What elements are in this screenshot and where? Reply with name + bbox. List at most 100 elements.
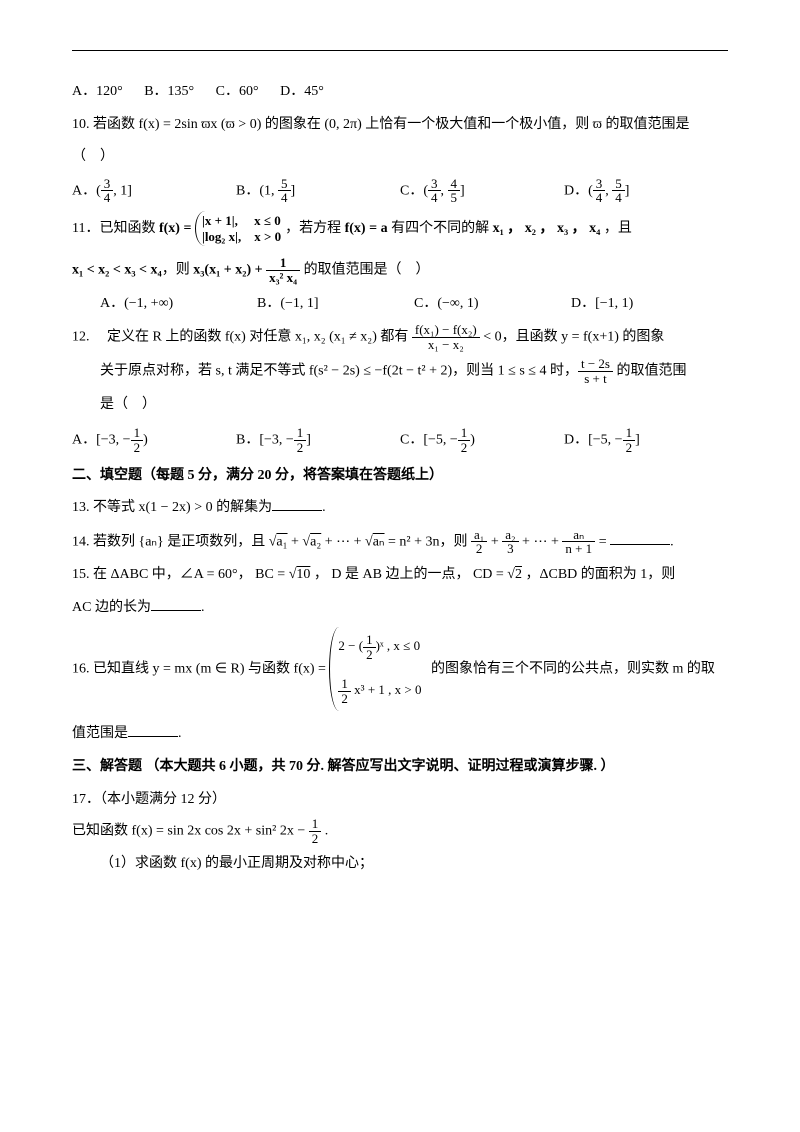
q10-optD: D．(34, 54] bbox=[564, 177, 728, 205]
d: x₃² x₄ bbox=[266, 270, 300, 285]
q9-options: A．120° B．135° C．60° D．45° bbox=[72, 79, 728, 106]
d: 4 bbox=[428, 190, 441, 205]
t: 关于原点对称，若 s, t 满足不等式 f(s² − 2s) ≤ −f(2t −… bbox=[100, 364, 578, 379]
q11-D: D．[−1, 1) bbox=[571, 291, 728, 318]
t: ，则 bbox=[440, 534, 472, 549]
frac: t − 2ss + t bbox=[578, 357, 613, 385]
d: 3 bbox=[502, 541, 518, 556]
q10-pre: 10. 若函数 bbox=[72, 117, 139, 132]
vars: x₁ ， x₂ ， x₃ ， x₄ bbox=[493, 221, 604, 236]
q17-head: 17．（本小题满分 12 分） bbox=[72, 787, 728, 814]
t: ] bbox=[460, 183, 465, 198]
t: . bbox=[201, 600, 205, 615]
n: 4 bbox=[448, 177, 461, 191]
p1: |x + 1|, x ≤ 0 bbox=[202, 213, 281, 228]
frac: f(x₁) − f(x₂)x₁ − x₂ bbox=[412, 323, 480, 351]
blank bbox=[151, 596, 201, 611]
q10-B-label: B． bbox=[236, 183, 259, 198]
q17-sub1: （1）求函数 f(x) 的最小正周期及对称中心； bbox=[72, 851, 728, 878]
q10-C-label: C． bbox=[400, 183, 423, 198]
q15-text: 15. 在 ΔABC 中，∠A = 60°， BC = √10 ， D 是 AB… bbox=[72, 567, 675, 582]
d: 4 bbox=[612, 190, 625, 205]
q9-opt-a: A．120° bbox=[72, 84, 123, 99]
f: 12 bbox=[623, 426, 636, 454]
sec3-text: 三、解答题 （本大题共 6 小题，共 70 分. 解答应写出文字说明、证明过程或… bbox=[72, 759, 615, 774]
t: (1, bbox=[259, 183, 278, 198]
frac: 1x₃² x₄ bbox=[266, 256, 300, 284]
q12-l2: 关于原点对称，若 s, t 满足不等式 f(s² − 2s) ≤ −f(2t −… bbox=[72, 357, 728, 385]
t: + ⋯ + bbox=[519, 534, 563, 549]
t: ，且 bbox=[604, 221, 632, 236]
t: , 1] bbox=[113, 183, 132, 198]
t: ] bbox=[291, 183, 296, 198]
d: s + t bbox=[578, 371, 613, 386]
t: x³ + 1 , x > 0 bbox=[351, 682, 422, 697]
n: 3 bbox=[593, 177, 606, 191]
q9-opt-b: B．135° bbox=[144, 84, 194, 99]
sec2-text: 二、填空题（每题 5 分，满分 20 分，将答案填在答题纸上） bbox=[72, 468, 443, 483]
f: aₙn + 1 bbox=[562, 528, 595, 556]
t: ] bbox=[635, 433, 640, 448]
q11: 11．已知函数 f(x) = |x + 1|, x ≤ 0|log₂ x|, x… bbox=[72, 211, 728, 246]
n: 1 bbox=[131, 426, 144, 440]
header-rule bbox=[72, 50, 728, 51]
f: a₁2 bbox=[471, 528, 487, 556]
q12-D: D．[−5, −12] bbox=[564, 426, 728, 454]
expr: x(1 − 2x) > 0 bbox=[139, 500, 213, 515]
q11-B: B．(−1, 1] bbox=[257, 291, 414, 318]
t: [−5, − bbox=[423, 433, 457, 448]
piecewise: 2 − (12)ˣ , x ≤ 0 12 x³ + 1 , x > 0 bbox=[329, 627, 427, 711]
t: 13. 不等式 bbox=[72, 500, 139, 515]
q9-opt-d: D．45° bbox=[280, 84, 324, 99]
q10-post: 上恰有一个极大值和一个极小值，则 ϖ 的取值范围是 bbox=[362, 117, 690, 132]
section2-header: 二、填空题（每题 5 分，满分 20 分，将答案填在答题纸上） bbox=[72, 463, 728, 490]
q12-options: A．[−3, −12) B．[−3, −12] C．[−5, −12) D．[−… bbox=[72, 426, 728, 454]
n: a₂ bbox=[502, 528, 518, 542]
n: 3 bbox=[428, 177, 441, 191]
t: 11．已知函数 bbox=[72, 221, 159, 236]
q16-l2: 值范围是. bbox=[72, 721, 728, 748]
q10-optA: A．(34, 1] bbox=[72, 177, 236, 205]
t: 12. 定义在 R 上的函数 f(x) 对任意 x₁, x₂ (x₁ ≠ x₂)… bbox=[72, 329, 412, 344]
q11-A: A．(−1, +∞) bbox=[100, 291, 257, 318]
t: [−5, − bbox=[588, 433, 622, 448]
f: 12 bbox=[309, 817, 322, 845]
f: a₂3 bbox=[502, 528, 518, 556]
f: 12 bbox=[294, 426, 307, 454]
q12-C: C．[−5, −12) bbox=[400, 426, 564, 454]
q15-l1: 15. 在 ΔABC 中，∠A = 60°， BC = √10 ， D 是 AB… bbox=[72, 562, 728, 589]
q9-opt-c: C．60° bbox=[216, 84, 259, 99]
f: 12 bbox=[131, 426, 144, 454]
t: . bbox=[670, 534, 674, 549]
frac: 54 bbox=[278, 177, 291, 205]
blank bbox=[272, 496, 322, 511]
q13: 13. 不等式 x(1 − 2x) > 0 的解集为. bbox=[72, 495, 728, 522]
expr: f(x) = sin 2x cos 2x + sin² 2x − bbox=[132, 824, 309, 839]
n: a₁ bbox=[471, 528, 487, 542]
p2: |log₂ x|, x > 0 bbox=[202, 229, 281, 244]
n: 1 bbox=[623, 426, 636, 440]
t: 的取值范围 bbox=[613, 364, 687, 379]
t: 14. 若数列 {aₙ} 是正项数列，且 bbox=[72, 534, 269, 549]
blank bbox=[610, 530, 670, 545]
t: 的解集为 bbox=[213, 500, 273, 515]
p1: 2 − (12)ˣ , x ≤ 0 bbox=[338, 638, 420, 653]
l: C． bbox=[400, 433, 423, 448]
l: B． bbox=[236, 433, 259, 448]
n: 5 bbox=[612, 177, 625, 191]
t: 的图象恰有三个不同的公共点，则实数 m 的取 bbox=[427, 662, 714, 677]
section3-header: 三、解答题 （本大题共 6 小题，共 70 分. 解答应写出文字说明、证明过程或… bbox=[72, 754, 728, 781]
sqrt-expr: √a₁ + √a₂ + ⋯ + √aₙ = n² + 3n bbox=[269, 534, 440, 549]
q10-paren: （ ） bbox=[72, 144, 728, 171]
n: 1 bbox=[458, 426, 471, 440]
f: 12 bbox=[458, 426, 471, 454]
exam-page: A．120° B．135° C．60° D．45° 10. 若函数 f(x) =… bbox=[0, 0, 800, 1132]
d: x₁ − x₂ bbox=[412, 337, 480, 352]
t: . bbox=[178, 726, 182, 741]
l: D． bbox=[564, 433, 588, 448]
f: 34 bbox=[593, 177, 606, 205]
t: ] bbox=[306, 433, 311, 448]
q10-mid: 的图象在 bbox=[261, 117, 324, 132]
q10-optB: B．(1, 54] bbox=[236, 177, 400, 205]
n: 1 bbox=[266, 256, 300, 270]
